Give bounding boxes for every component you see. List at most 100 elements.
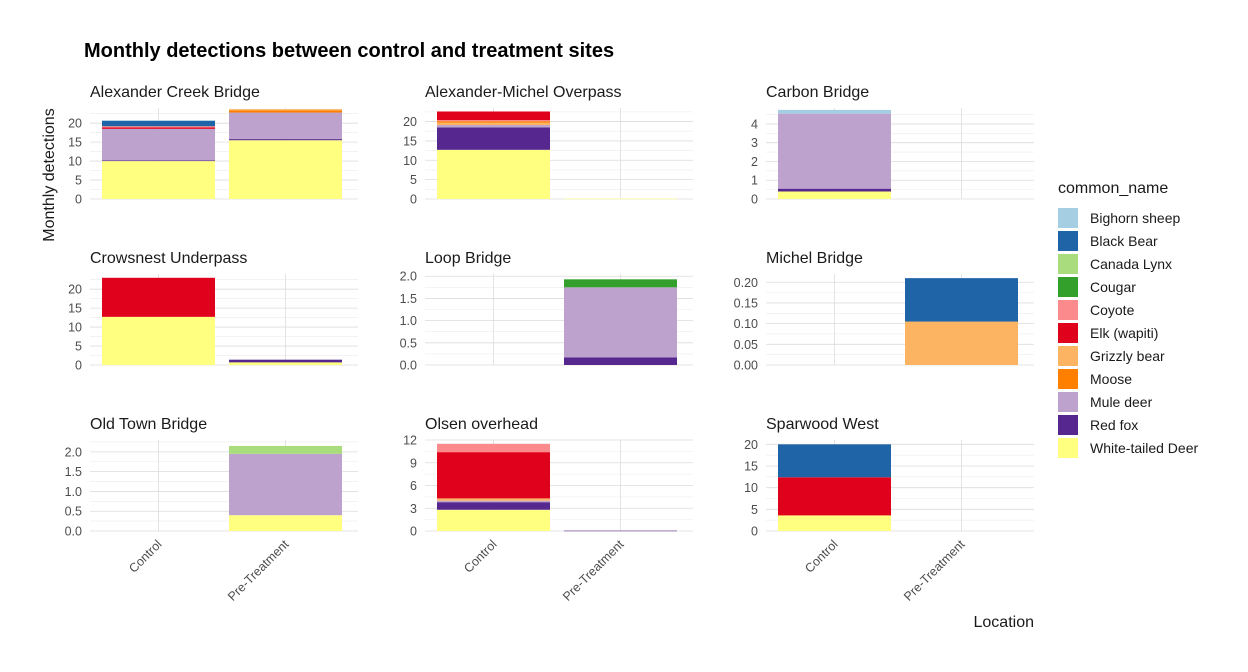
panel-title: Michel Bridge: [766, 250, 863, 267]
y-tick-label: 0.20: [734, 276, 758, 290]
y-tick-label: 0.0: [400, 359, 417, 373]
x-tick-label: Pre-Treatment: [225, 537, 292, 604]
bar-segment-moose: [229, 110, 342, 113]
legend-swatch: [1058, 253, 1078, 274]
y-tick-label: 1.5: [65, 465, 82, 479]
y-tick-label: 0.5: [65, 505, 82, 519]
legend: common_name Bighorn sheep Black Bear Canad…: [1058, 180, 1198, 459]
y-tick-label: 5: [751, 503, 758, 517]
bar-segment-red-fox: [564, 530, 677, 532]
bar-segment-canada-lynx: [229, 445, 342, 454]
y-tick-label: 1.0: [65, 485, 82, 499]
legend-swatch: [1058, 345, 1078, 366]
legend-label: Elk (wapiti): [1090, 324, 1159, 341]
x-tick-label: Pre-Treatment: [901, 537, 968, 604]
facet-panel-crowsnest-underpass: Crowsnest Underpass 0 5 10 15 20: [68, 250, 358, 373]
bar-segment-white-tailed-deer: [437, 509, 550, 531]
x-tick-label: Pre-Treatment: [560, 537, 627, 604]
bar-segment-bighorn-sheep: [102, 120, 215, 121]
y-tick-label: 15: [744, 460, 758, 474]
y-tick-label: 20: [68, 117, 82, 131]
bar-segment-elk-wapiti: [437, 111, 550, 121]
facet-panel-sparwood-west: Sparwood West 0 5 10 15 20 Control Pre-Treatmen…: [744, 416, 1034, 604]
y-tick-label: 0: [751, 193, 758, 207]
y-tick-label: 1.0: [400, 314, 417, 328]
y-tick-label: 0.5: [400, 336, 417, 350]
x-tick-label: Control: [461, 537, 499, 575]
y-axis-label: Monthly detections: [41, 108, 58, 241]
facet-panel-olsen-overhead: Olsen overhead 0 3 6 9 12 Control Pre-Treatment: [403, 416, 693, 604]
bar-segment-red-fox: [229, 359, 342, 363]
bar-segment-black-bear: [778, 444, 891, 478]
bar-segment-mule-deer: [229, 112, 342, 140]
y-tick-label: 0: [75, 193, 82, 207]
y-tick-label: 0.05: [734, 338, 758, 352]
y-tick-label: 10: [403, 154, 417, 168]
bar-segment-red-fox: [437, 127, 550, 150]
y-tick-label: 3: [751, 136, 758, 150]
legend-label: White-tailed Deer: [1090, 439, 1199, 456]
y-tick-label: 10: [68, 155, 82, 169]
legend-label: Bighorn sheep: [1090, 209, 1181, 226]
bar-segment-mule-deer: [778, 113, 891, 189]
bar-segment-bighorn-sheep: [778, 109, 891, 114]
y-tick-label: 0.15: [734, 296, 758, 310]
bar-segment-grizzly-bear: [229, 109, 342, 111]
bar-segment-coyote: [102, 126, 215, 128]
legend-item-red-fox: Red fox: [1058, 413, 1198, 436]
bar-segment-mule-deer: [437, 500, 550, 503]
legend-label: Black Bear: [1090, 232, 1158, 249]
legend-title: common_name: [1058, 180, 1169, 197]
bar-segment-white-tailed-deer: [229, 140, 342, 199]
legend-label: Cougar: [1090, 278, 1136, 295]
chart-title: Monthly detections between control and t…: [84, 40, 614, 62]
panel-title: Sparwood West: [766, 416, 879, 433]
panel-title: Loop Bridge: [425, 250, 511, 267]
panel-title: Olsen overhead: [425, 416, 538, 433]
x-tick-label: Control: [126, 537, 164, 575]
bar-segment-red-fox: [437, 502, 550, 510]
y-tick-label: 3: [410, 502, 417, 516]
legend-item-white-tailed-deer: White-tailed Deer: [1058, 436, 1198, 459]
legend-item-moose: Moose: [1058, 367, 1198, 390]
bar-segment-elk-wapiti: [778, 477, 891, 516]
y-tick-label: 20: [403, 115, 417, 129]
bar-segment-coyote: [437, 443, 550, 453]
legend-item-black-bear: Black Bear: [1058, 229, 1198, 252]
panel-title: Crowsnest Underpass: [90, 250, 247, 267]
panel-title: Alexander Creek Bridge: [90, 84, 260, 101]
facet-panel-michel-bridge: Michel Bridge 0.00 0.05 0.10 0.15 0.20: [734, 250, 1034, 373]
panel-title: Alexander-Michel Overpass: [425, 84, 622, 101]
y-tick-label: 15: [403, 134, 417, 148]
facet-panel-alexander-michel-overpass: Alexander-Michel Overpass 0 5 10 15 20: [403, 84, 693, 207]
bar-segment-white-tailed-deer: [229, 515, 342, 531]
facet-panel-loop-bridge: Loop Bridge 0.0 0.5 1.0 1.5 2.0: [400, 250, 693, 373]
legend-swatch: [1058, 230, 1078, 251]
legend-item-grizzly-bear: Grizzly bear: [1058, 344, 1198, 367]
bar-segment-red-fox: [778, 188, 891, 192]
y-tick-label: 0: [410, 525, 417, 539]
legend-swatch: [1058, 391, 1078, 412]
y-tick-label: 0.00: [734, 359, 758, 373]
bar-segment-mule-deer: [102, 128, 215, 161]
y-tick-label: 2.0: [65, 445, 82, 459]
y-tick-label: 1: [751, 174, 758, 188]
bar-segment-white-tailed-deer: [778, 515, 891, 531]
y-tick-label: 6: [410, 479, 417, 493]
bar-segment-white-tailed-deer: [778, 191, 891, 199]
y-tick-label: 5: [410, 173, 417, 187]
legend-item-elk-wapiti: Elk (wapiti): [1058, 321, 1198, 344]
bar-segment-black-bear: [102, 120, 215, 127]
y-tick-label: 15: [68, 136, 82, 150]
bar-segment-grizzly-bear: [437, 498, 550, 501]
bar-segment-white-tailed-deer: [564, 198, 677, 200]
legend-label: Canada Lynx: [1090, 255, 1172, 272]
y-tick-label: 15: [68, 302, 82, 316]
legend-item-bighorn-sheep: Bighorn sheep: [1058, 206, 1198, 229]
y-tick-label: 1.5: [400, 292, 417, 306]
y-tick-label: 2: [751, 155, 758, 169]
legend-label: Mule deer: [1090, 393, 1153, 410]
y-tick-label: 2.0: [400, 270, 417, 284]
facet-panel-alexander-creek-bridge: Alexander Creek Bridge 0 5 10 15 20: [68, 84, 358, 207]
